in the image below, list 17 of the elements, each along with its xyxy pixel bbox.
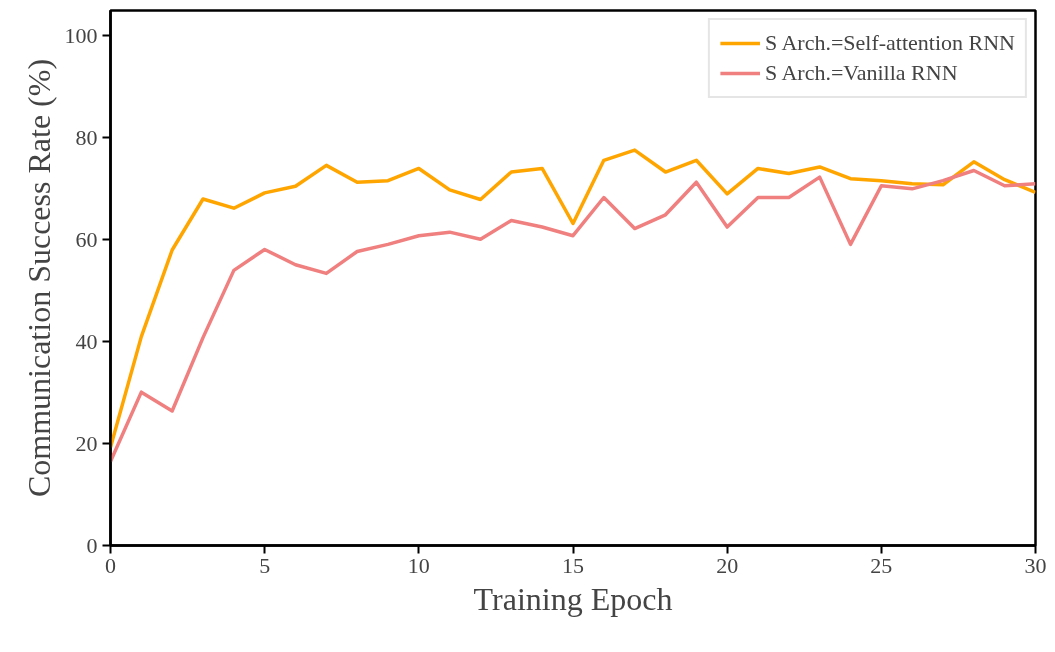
y-tick-label: 100 <box>64 22 98 48</box>
y-tick-label: 20 <box>75 430 98 456</box>
x-tick-label: 10 <box>407 552 430 578</box>
legend-label: S Arch.=Self-attention RNN <box>764 30 1015 56</box>
y-tick-label: 40 <box>75 328 98 354</box>
legend-label: S Arch.=Vanilla RNN <box>764 60 958 86</box>
x-tick-label: 15 <box>562 552 584 578</box>
y-tick-label: 0 <box>86 532 98 558</box>
x-tick-label: 5 <box>259 552 271 578</box>
y-axis-title: Communication Success Rate (%) <box>20 58 57 498</box>
x-tick-label: 0 <box>105 552 116 578</box>
y-tick-label: 60 <box>75 226 98 252</box>
y-tick-label: 80 <box>75 124 98 150</box>
x-axis-title: Training Epoch <box>473 580 673 617</box>
x-tick-label: 25 <box>870 552 893 578</box>
x-tick-label: 30 <box>1024 552 1047 578</box>
x-tick-label: 20 <box>716 552 739 578</box>
